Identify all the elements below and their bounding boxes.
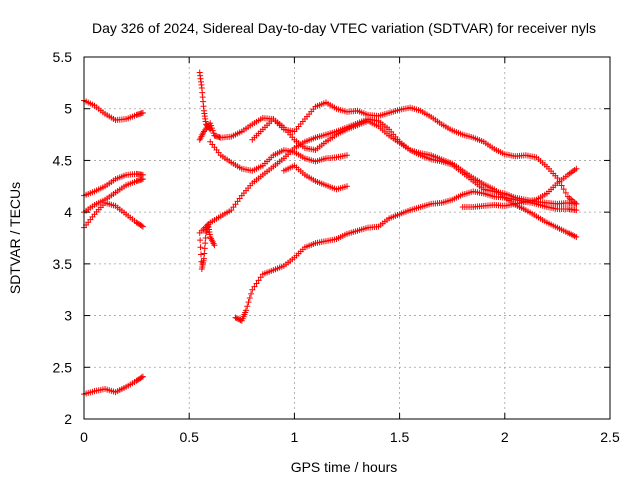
chart-title: Day 326 of 2024, Sidereal Day-to-day VTE… <box>92 20 596 36</box>
data-point <box>211 242 218 249</box>
series-track-01 <box>81 97 146 124</box>
data-point <box>139 109 146 116</box>
data-point <box>139 373 146 380</box>
data-point <box>573 200 580 207</box>
data-point <box>249 286 256 293</box>
data-point <box>197 244 204 251</box>
data-point <box>202 235 209 241</box>
x-tick-labels: 0 0.5 1 1.5 2 2.5 <box>80 429 620 445</box>
data-point <box>201 245 208 252</box>
data-point <box>197 237 204 244</box>
y-tick-label: 3.5 <box>53 256 73 272</box>
series-track-11 <box>232 188 580 324</box>
data-point <box>236 316 243 323</box>
series-track-13 <box>280 162 350 193</box>
x-tick-label: 1 <box>291 429 299 445</box>
y-tick-label: 4 <box>64 204 72 220</box>
data-point <box>248 290 255 297</box>
data-point <box>246 294 253 301</box>
data-point <box>233 315 240 322</box>
data-point <box>253 280 260 287</box>
data-point <box>251 283 258 290</box>
series-track-04 <box>81 176 146 216</box>
data-point <box>202 240 209 247</box>
series-track-12 <box>249 116 580 240</box>
y-axis-title: SDTVAR / TECUs <box>7 182 23 294</box>
data-point <box>558 182 565 189</box>
grid-layer <box>84 57 610 419</box>
data-point <box>139 223 146 230</box>
x-tick-label: 0 <box>80 429 88 445</box>
x-tick-label: 2.5 <box>600 429 620 445</box>
data-point <box>573 207 580 214</box>
series-track-14 <box>459 165 580 210</box>
series-track-03 <box>81 170 146 199</box>
data-point <box>243 307 250 314</box>
data-point <box>197 251 204 258</box>
x-axis-title: GPS time / hours <box>291 459 398 475</box>
data-point <box>560 186 567 193</box>
data-point <box>201 250 208 257</box>
y-tick-label: 5 <box>64 101 72 117</box>
x-tick-label: 0.5 <box>179 429 199 445</box>
y-tick-label: 2 <box>64 411 72 427</box>
x-tick-label: 2 <box>501 429 509 445</box>
data-point <box>245 299 252 306</box>
data-point <box>138 222 145 229</box>
y-tick-label: 4.5 <box>53 152 73 168</box>
data-point <box>344 183 350 190</box>
data-point <box>573 165 580 172</box>
tick-layer <box>83 56 611 420</box>
series-track-02 <box>81 373 146 398</box>
y-tick-label: 2.5 <box>53 359 73 375</box>
data-point <box>257 274 264 281</box>
y-tick-label: 3 <box>64 308 72 324</box>
series-track-07 <box>196 99 580 207</box>
data-point <box>244 303 251 310</box>
data-point <box>573 233 580 240</box>
x-tick-label: 1.5 <box>390 429 410 445</box>
data-point <box>232 314 239 321</box>
data-point <box>562 189 569 196</box>
data-point <box>344 152 350 159</box>
data-point <box>138 374 145 381</box>
series-track-08 <box>207 138 350 174</box>
data-point <box>139 176 146 183</box>
series-track-09 <box>196 221 218 273</box>
series-track-05 <box>81 199 146 231</box>
y-tick-labels: 2 2.5 3 3.5 4 4.5 5 5.5 <box>53 49 73 427</box>
y-tick-label: 5.5 <box>53 49 73 65</box>
data-point <box>255 277 262 284</box>
data-point <box>554 175 561 182</box>
data-point <box>200 255 207 262</box>
data-marks <box>81 69 580 398</box>
plot-frame <box>83 56 611 420</box>
